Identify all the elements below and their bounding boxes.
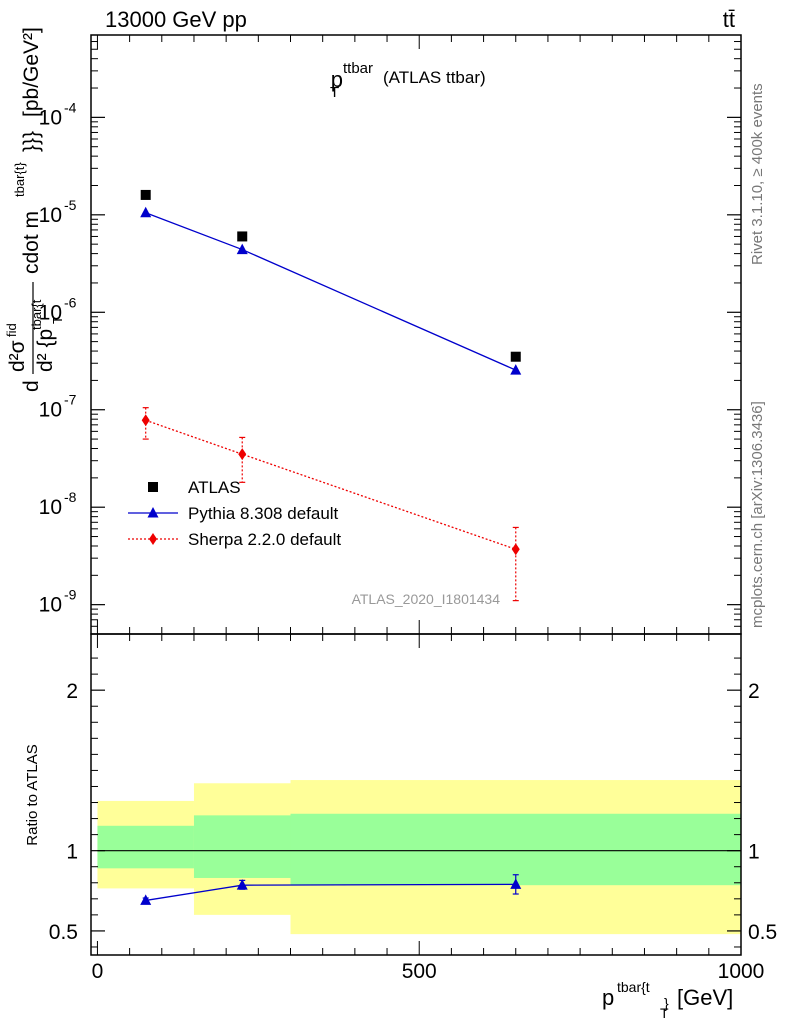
main-ticks: 10-910-810-710-610-510-4 [39,34,742,635]
pythia-point [236,243,248,255]
pythia-point [510,364,522,375]
svg-text:T: T [50,316,65,324]
svg-text:}: } [664,995,669,1011]
legend: ATLAS Pythia 8.308 default Sherpa 2.2.0 de… [128,478,341,549]
y-tick-exponent: -7 [64,392,77,408]
ratio-ticks: 0.5 0.5 1 1 2 2 0 500 1000 [49,634,777,983]
ratio-y-tick-label: 0.5 [49,921,78,944]
uncertainty-band-inner [193,815,291,878]
svg-text:p: p [602,985,614,1010]
x-tick-label: 0 [92,960,104,983]
y-tick-label: 10 [39,301,62,324]
y-tick-label: 10 [39,399,62,422]
svg-text:d: d [20,380,43,392]
main-title: pttbar T [330,60,373,101]
svg-text:tbar{t: tbar{t [29,299,44,330]
legend-atlas-label: ATLAS [188,478,241,497]
ratio-bands [97,780,741,935]
svg-text:tbar{t: tbar{t [617,979,650,995]
header-right: tt̄ [723,7,735,32]
y-tick-exponent: -4 [64,99,77,115]
ratio-y-tick-label-right: 2 [748,680,760,703]
x-tick-label: 500 [402,960,437,983]
ratio-frame [90,633,742,956]
pythia-ratio-point [510,878,522,889]
svg-text:d²σ: d²σ [6,340,29,372]
y-tick-label: 10 [39,204,62,227]
atlas-point [510,351,521,362]
svg-text:[GeV]: [GeV] [677,985,733,1010]
legend-atlas-marker [148,482,158,492]
x-axis-label: p tbar{t } T [GeV] [602,979,733,1021]
main-ylabel: d d²σ fid d² {p T tbar{t cdot m tbar{t} … [4,27,65,392]
ratio-y-tick-label: 2 [66,680,78,703]
uncertainty-band-inner [290,813,741,886]
uncertainty-band-inner [97,825,194,869]
y-tick-exponent: -9 [64,587,77,603]
y-tick-exponent: -6 [64,294,77,310]
analysis-watermark: ATLAS_2020_I1801434 [352,591,501,607]
y-tick-exponent: -8 [64,489,77,505]
ratio-ylabel: Ratio to ATLAS [24,744,41,845]
sherpa-point [511,543,520,556]
rivet-version: Rivet 3.1.10, ≥ 400k events [749,83,766,265]
y-tick-label: 10 [39,106,62,129]
main-title-rest: (ATLAS ttbar) [383,68,486,87]
svg-text:T: T [660,1005,669,1021]
ratio-y-tick-label: 1 [66,841,78,864]
ratio-y-tick-label-right: 1 [748,841,760,864]
mcplots-source: mcplots.cern.ch [arXiv:1306.3436] [749,401,766,628]
pythia-line [145,212,517,371]
pythia-ratio-point [236,879,248,890]
sherpa-point [141,414,150,427]
sherpa-point [238,448,247,461]
legend-sherpa-marker [149,533,157,545]
ratio-y-tick-label-right: 0.5 [748,921,777,944]
legend-sherpa-label: Sherpa 2.2.0 default [188,530,341,549]
svg-text:d² {p: d² {p [34,329,57,372]
svg-text:tbar{t}: tbar{t} [12,162,27,197]
atlas-point [237,231,248,242]
main-series [140,189,522,602]
pythia-ratio-point [140,894,152,905]
header-left: 13000 GeV pp [105,7,247,32]
ratio-series [140,874,522,905]
legend-pythia-marker [147,507,159,518]
y-tick-label: 10 [39,496,62,519]
pythia-point [140,206,152,218]
ratio-frame-box [90,633,742,956]
y-tick-exponent: -5 [64,197,77,213]
svg-text:}}}: }}} [20,131,43,152]
svg-text:cdot m: cdot m [20,211,43,274]
y-tick-label: 10 [39,594,62,617]
x-tick-label: 1000 [718,960,765,983]
svg-text:fid: fid [4,323,19,337]
atlas-point [140,189,151,200]
svg-text:[pb/GeV²]: [pb/GeV²] [20,27,43,117]
legend-pythia-label: Pythia 8.308 default [188,504,339,523]
